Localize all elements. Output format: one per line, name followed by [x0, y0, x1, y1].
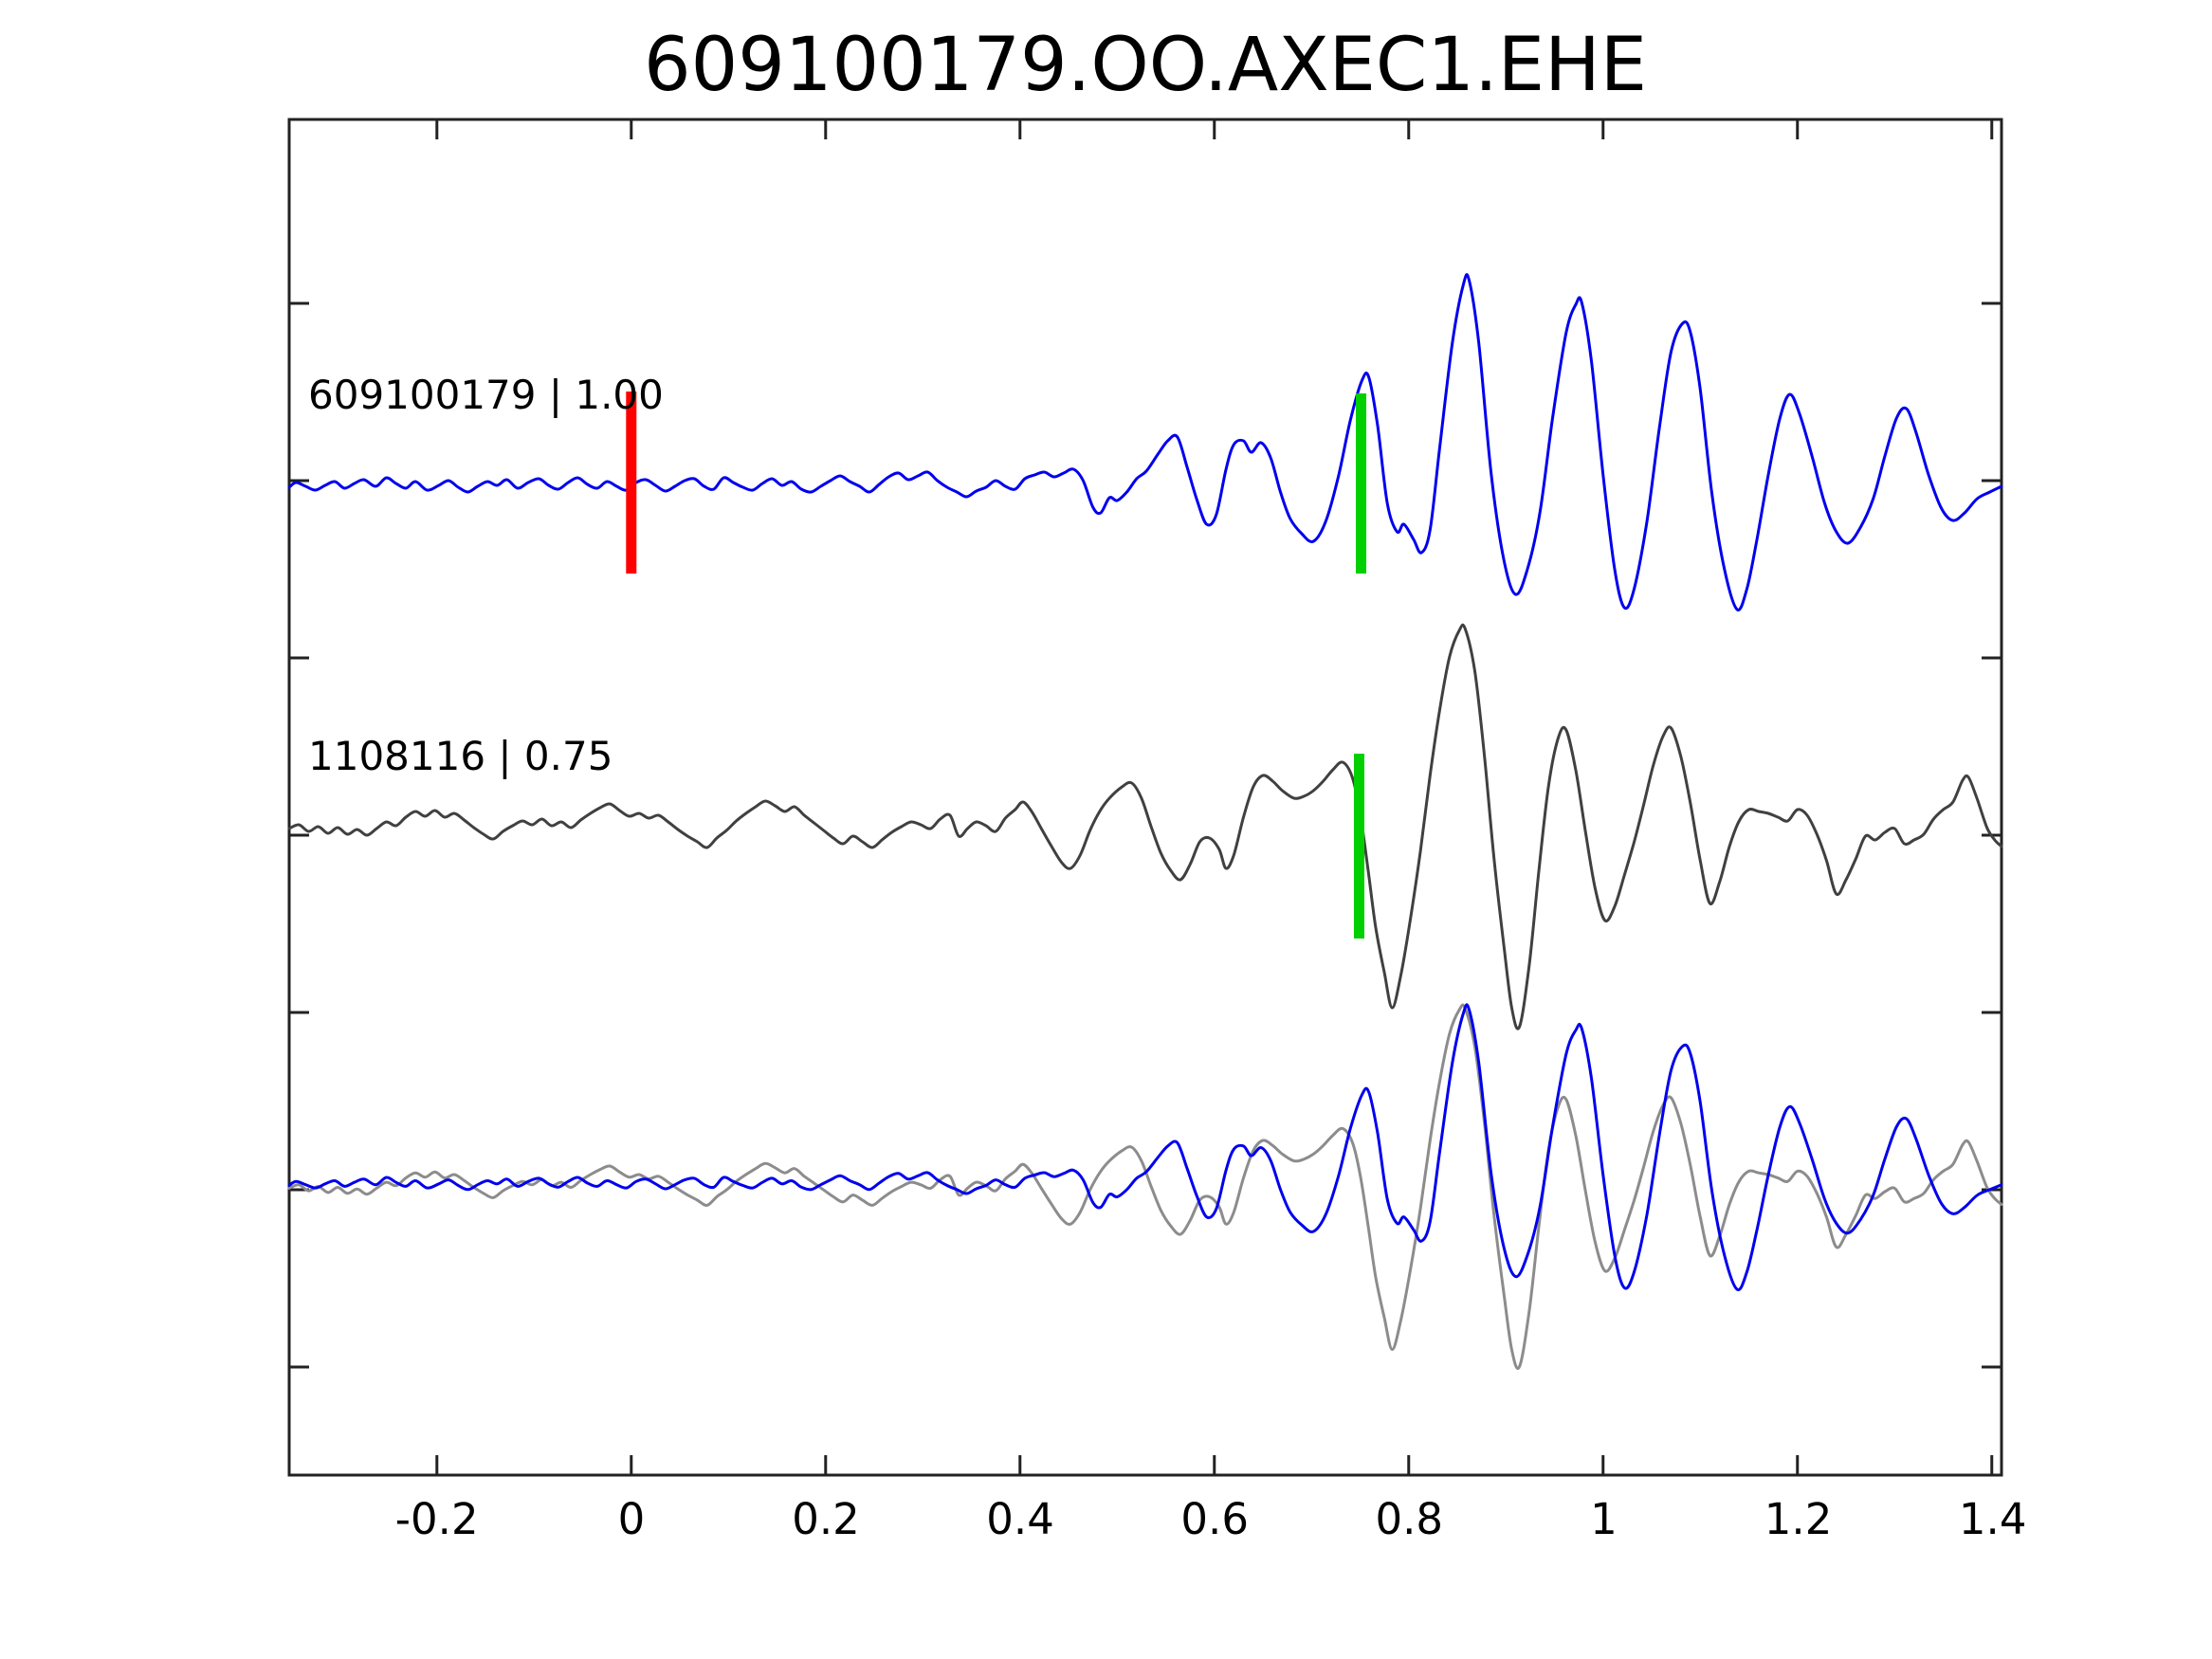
trace-label-detection: 609100179 | 1.00: [308, 372, 664, 418]
x-tick-label: 1: [1590, 1494, 1618, 1544]
x-tick-label: 0.6: [1180, 1494, 1249, 1544]
x-tick-label: 1.2: [1764, 1494, 1833, 1544]
x-tick-label: 0: [618, 1494, 646, 1544]
x-tick-label: 0.4: [986, 1494, 1054, 1544]
trace-label-template: 1108116 | 0.75: [308, 733, 612, 779]
x-tick-label: 1.4: [1959, 1494, 2027, 1544]
origin-time-marker: [626, 392, 637, 574]
plot-render-layer: [287, 120, 2003, 1474]
plot-title: 609100179.OO.AXEC1.EHE: [644, 23, 1647, 108]
axes-box: [287, 118, 2003, 1477]
x-tick-label: -0.2: [395, 1494, 479, 1544]
pick-template-marker: [1353, 754, 1364, 939]
trace-template-line: [287, 623, 2003, 1030]
trace-detection-line: [287, 273, 2003, 611]
x-tick-label: 0.8: [1376, 1494, 1444, 1544]
x-tick-label: 0.2: [792, 1494, 860, 1544]
pick-detection-marker: [1356, 393, 1367, 574]
trace-overlay_detection-line: [287, 1003, 2003, 1292]
trace-overlay_template-line: [287, 1003, 2003, 1370]
